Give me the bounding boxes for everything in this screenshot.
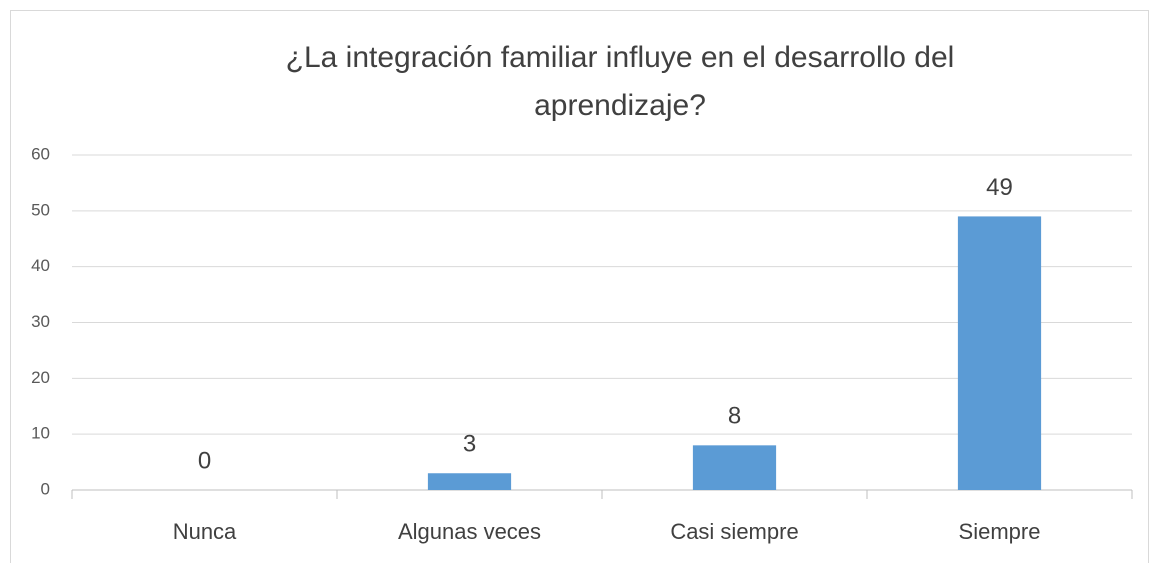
data-label: 8 (728, 403, 741, 430)
bar (427, 473, 512, 490)
x-tick-label: Nunca (173, 519, 237, 544)
data-label: 49 (986, 174, 1013, 201)
y-tick-label: 20 (31, 368, 50, 387)
data-label: 0 (198, 447, 211, 474)
y-tick-label: 10 (31, 424, 50, 443)
y-tick-label: 0 (41, 479, 50, 498)
x-tick-label: Casi siempre (670, 519, 798, 544)
chart-title: ¿La integración familiar influye en el d… (285, 41, 955, 122)
bar (692, 445, 777, 490)
y-tick-label: 60 (31, 144, 50, 163)
x-tick-label: Algunas veces (398, 519, 541, 544)
x-tick-label: Siempre (959, 519, 1041, 544)
y-tick-label: 30 (31, 312, 50, 331)
y-tick-label: 40 (31, 256, 50, 275)
y-tick-label: 50 (31, 200, 50, 219)
data-label: 3 (463, 431, 476, 458)
bar (957, 216, 1042, 490)
